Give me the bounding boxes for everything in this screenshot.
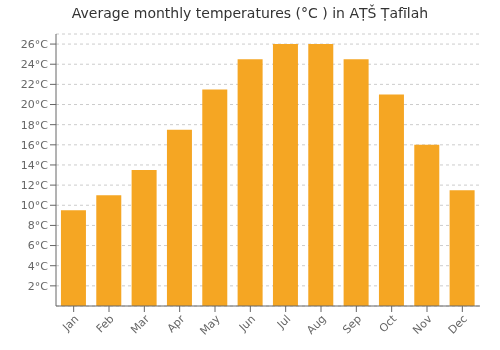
svg-text:Nov: Nov: [410, 312, 435, 337]
svg-text:Feb: Feb: [94, 312, 117, 335]
svg-text:20°C: 20°C: [21, 98, 48, 111]
svg-text:10°C: 10°C: [21, 199, 48, 212]
svg-text:26°C: 26°C: [21, 38, 48, 51]
svg-text:Jul: Jul: [274, 312, 293, 331]
svg-text:24°C: 24°C: [21, 58, 48, 71]
svg-text:4°C: 4°C: [28, 260, 48, 273]
svg-text:May: May: [197, 312, 223, 338]
svg-text:12°C: 12°C: [21, 179, 48, 192]
svg-text:Dec: Dec: [446, 312, 470, 336]
svg-text:14°C: 14°C: [21, 159, 48, 172]
svg-text:Jun: Jun: [236, 312, 258, 334]
svg-text:18°C: 18°C: [21, 119, 48, 132]
html-text:Average monthly temperatures (: Average monthly temperatures (°C ) in AṬ…: [71, 5, 429, 21]
svg-text:Oct: Oct: [377, 312, 400, 335]
svg-text:22°C: 22°C: [21, 78, 48, 91]
svg-text:16°C: 16°C: [21, 139, 48, 152]
svg-text:6°C: 6°C: [28, 239, 48, 252]
svg-text:Sep: Sep: [340, 312, 364, 336]
svg-text:Jan: Jan: [59, 312, 81, 334]
svg-text:2°C: 2°C: [28, 280, 48, 293]
svg-text:Apr: Apr: [165, 312, 188, 335]
svg-text:Mar: Mar: [128, 312, 152, 336]
svg-text:8°C: 8°C: [28, 219, 48, 232]
svg-text:Aug: Aug: [304, 312, 328, 336]
